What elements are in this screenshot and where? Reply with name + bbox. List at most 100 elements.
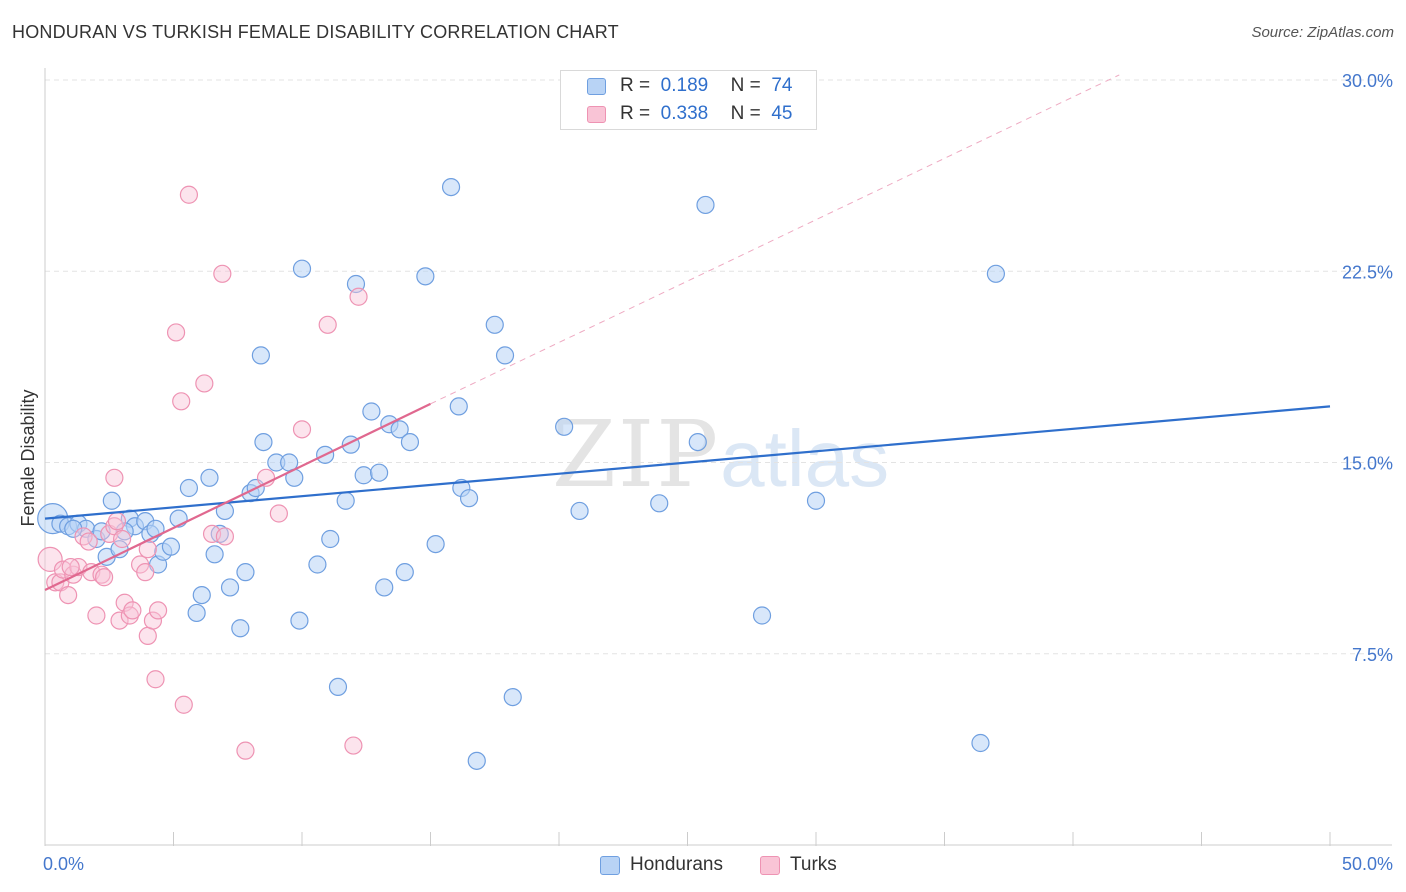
honduran-point bbox=[467, 751, 486, 770]
x-tick-label: 50.0% bbox=[1342, 854, 1393, 874]
n-label: N = bbox=[730, 75, 761, 96]
turks-swatch bbox=[760, 855, 780, 875]
turks-label: Turks bbox=[790, 854, 837, 875]
turk-point bbox=[179, 185, 199, 204]
turk-point bbox=[61, 557, 80, 577]
turk-point bbox=[59, 585, 78, 605]
honduran-point bbox=[251, 346, 270, 365]
x-tick-label: 0.0% bbox=[43, 854, 84, 874]
honduran-point bbox=[362, 402, 381, 421]
honduran-point bbox=[192, 585, 211, 605]
r-value: 0.338 bbox=[660, 103, 709, 124]
honduran-point bbox=[231, 619, 250, 638]
turk-point bbox=[112, 529, 132, 549]
honduran-point bbox=[441, 178, 461, 197]
turk-point bbox=[146, 670, 165, 689]
turk-point bbox=[105, 468, 124, 487]
legend-row-turks: R = 0.338 N = 45 bbox=[587, 101, 792, 127]
axis-labels: 7.5% 15.0% 22.5% 30.0% 0.0% 50.0% Female Disab… bbox=[18, 71, 1393, 874]
n-value: 74 bbox=[771, 75, 793, 96]
honduran-point bbox=[416, 267, 435, 286]
honduran-point bbox=[400, 433, 420, 452]
turk-point bbox=[138, 626, 157, 646]
honduran-point bbox=[688, 433, 707, 452]
turk-point bbox=[344, 736, 363, 755]
turk-point bbox=[148, 601, 168, 620]
honduran-point bbox=[986, 264, 1006, 283]
turks-trend-line bbox=[44, 402, 431, 591]
turk-point bbox=[166, 323, 186, 342]
honduran-point bbox=[321, 529, 340, 549]
honduran-point bbox=[220, 578, 240, 597]
turk-point bbox=[349, 287, 368, 306]
turk-point bbox=[172, 392, 191, 411]
y-tick-label: 15.0% bbox=[1342, 454, 1393, 474]
turk-point bbox=[174, 695, 193, 714]
r-label: R = bbox=[620, 103, 651, 124]
hondurans-swatch bbox=[587, 77, 606, 95]
honduran-point bbox=[290, 611, 309, 630]
axes bbox=[44, 68, 1392, 846]
honduran-point bbox=[210, 524, 229, 544]
hondurans-trend-line bbox=[44, 405, 1331, 520]
turk-point bbox=[143, 611, 163, 630]
turk-point bbox=[95, 568, 114, 587]
honduran-point bbox=[650, 494, 669, 513]
chart-title: HONDURAN VS TURKISH FEMALE DISABILITY CO… bbox=[12, 22, 619, 42]
honduran-point bbox=[495, 346, 515, 365]
honduran-point bbox=[254, 433, 273, 452]
trend-lines bbox=[44, 74, 1331, 591]
turk-point bbox=[120, 606, 139, 625]
honduran-point bbox=[370, 463, 389, 482]
honduran-point bbox=[375, 578, 394, 597]
honduran-point bbox=[971, 733, 990, 753]
turk-point bbox=[213, 264, 232, 283]
turk-point bbox=[215, 527, 234, 546]
honduran-point bbox=[555, 417, 574, 436]
turks-swatch bbox=[587, 105, 606, 123]
turk-point bbox=[92, 565, 111, 584]
honduran-point bbox=[292, 259, 312, 278]
turk-point bbox=[195, 374, 214, 393]
honduran-point bbox=[696, 195, 715, 215]
turk-point bbox=[269, 504, 288, 523]
honduran-point bbox=[187, 603, 206, 623]
turk-point bbox=[87, 606, 106, 625]
hondurans-swatch bbox=[600, 855, 620, 875]
bottom-legend-turks: Turks bbox=[760, 853, 837, 877]
n-label: N = bbox=[730, 103, 761, 124]
legend: R = 0.189 N = 74 R = 0.338 N = 45 bbox=[560, 70, 817, 130]
bottom-legend-hondurans: Hondurans bbox=[600, 853, 723, 877]
y-tick-label: 30.0% bbox=[1342, 71, 1393, 91]
honduran-point bbox=[308, 555, 327, 574]
turk-point bbox=[292, 420, 312, 439]
turk-point bbox=[79, 532, 98, 551]
hondurans-points bbox=[37, 178, 1006, 770]
honduran-point bbox=[179, 478, 199, 498]
turk-point bbox=[123, 601, 142, 620]
y-axis-title: Female Disability bbox=[18, 389, 38, 526]
honduran-point bbox=[449, 397, 468, 416]
y-tick-label: 7.5% bbox=[1352, 645, 1393, 665]
honduran-point bbox=[426, 534, 445, 554]
honduran-point bbox=[390, 420, 409, 439]
honduran-point bbox=[806, 491, 826, 510]
honduran-point bbox=[459, 489, 479, 508]
honduran-point bbox=[336, 491, 355, 510]
y-tick-label: 22.5% bbox=[1342, 262, 1393, 282]
honduran-point bbox=[161, 537, 181, 556]
hondurans-label: Hondurans bbox=[630, 854, 723, 875]
turk-point bbox=[110, 611, 129, 630]
honduran-point bbox=[752, 606, 772, 625]
honduran-point bbox=[236, 563, 255, 582]
honduran-point bbox=[200, 468, 219, 487]
turk-point bbox=[136, 563, 155, 582]
honduran-point bbox=[354, 466, 373, 485]
turk-point bbox=[74, 527, 93, 546]
n-value: 45 bbox=[771, 103, 793, 124]
honduran-point bbox=[64, 519, 83, 538]
turk-point bbox=[107, 512, 127, 531]
honduran-point bbox=[205, 545, 224, 564]
turk-point bbox=[318, 315, 337, 334]
